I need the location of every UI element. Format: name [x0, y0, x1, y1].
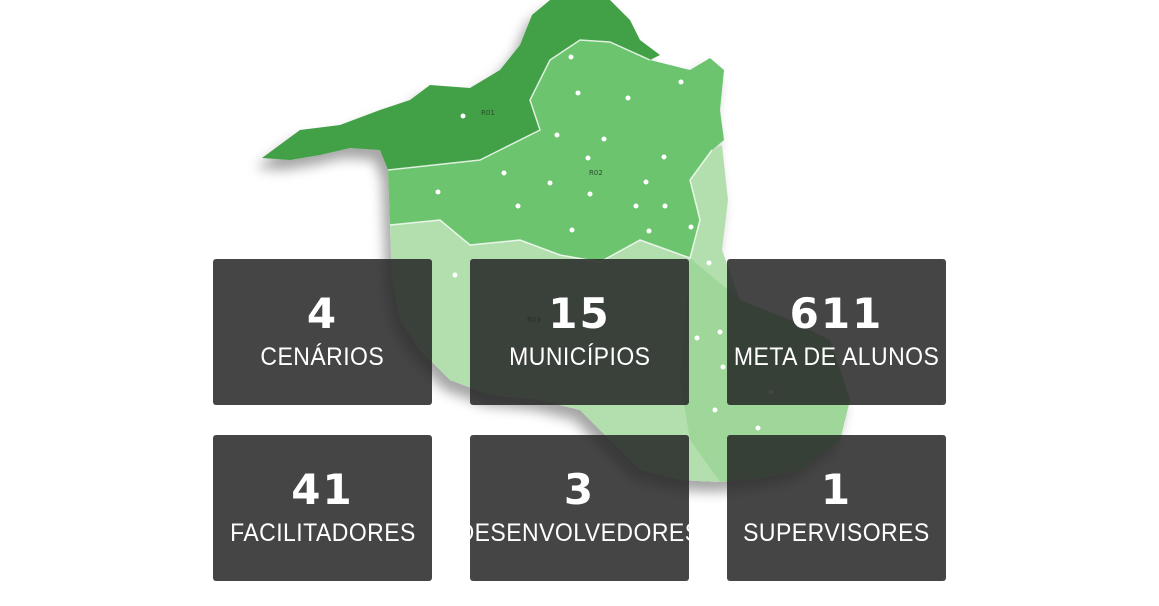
- stat-label: FACILITADORES: [229, 519, 416, 547]
- region-r01: [262, 0, 660, 170]
- stat-label: META DE ALUNOS: [733, 343, 940, 371]
- region-label-r02: R02: [589, 169, 603, 177]
- region-r02: [388, 40, 724, 262]
- stat-label: SUPERVISORES: [743, 519, 930, 547]
- stat-label: MUNICÍPIOS: [508, 343, 651, 371]
- stat-value: 611: [789, 289, 884, 338]
- stat-value: 1: [820, 465, 853, 514]
- stat-value: 3: [563, 465, 596, 514]
- stat-value: 41: [291, 465, 354, 514]
- stat-value: 4: [306, 289, 339, 338]
- stat-card-facilitadores: 41 FACILITADORES: [213, 435, 432, 581]
- stat-card-meta-de-alunos: 611 META DE ALUNOS: [727, 259, 946, 405]
- stat-card-municipios: 15 MUNICÍPIOS: [470, 259, 689, 405]
- stat-card-supervisores: 1 SUPERVISORES: [727, 435, 946, 581]
- stat-card-cenarios: 4 CENÁRIOS: [213, 259, 432, 405]
- stat-label: DESENVOLVEDORES: [458, 519, 701, 547]
- stat-label: CENÁRIOS: [260, 343, 385, 371]
- city-dots: [435, 54, 774, 431]
- region-label-r01: R01: [481, 109, 495, 117]
- stat-value: 15: [548, 289, 611, 338]
- stat-card-desenvolvedores: 3 DESENVOLVEDORES: [458, 435, 701, 581]
